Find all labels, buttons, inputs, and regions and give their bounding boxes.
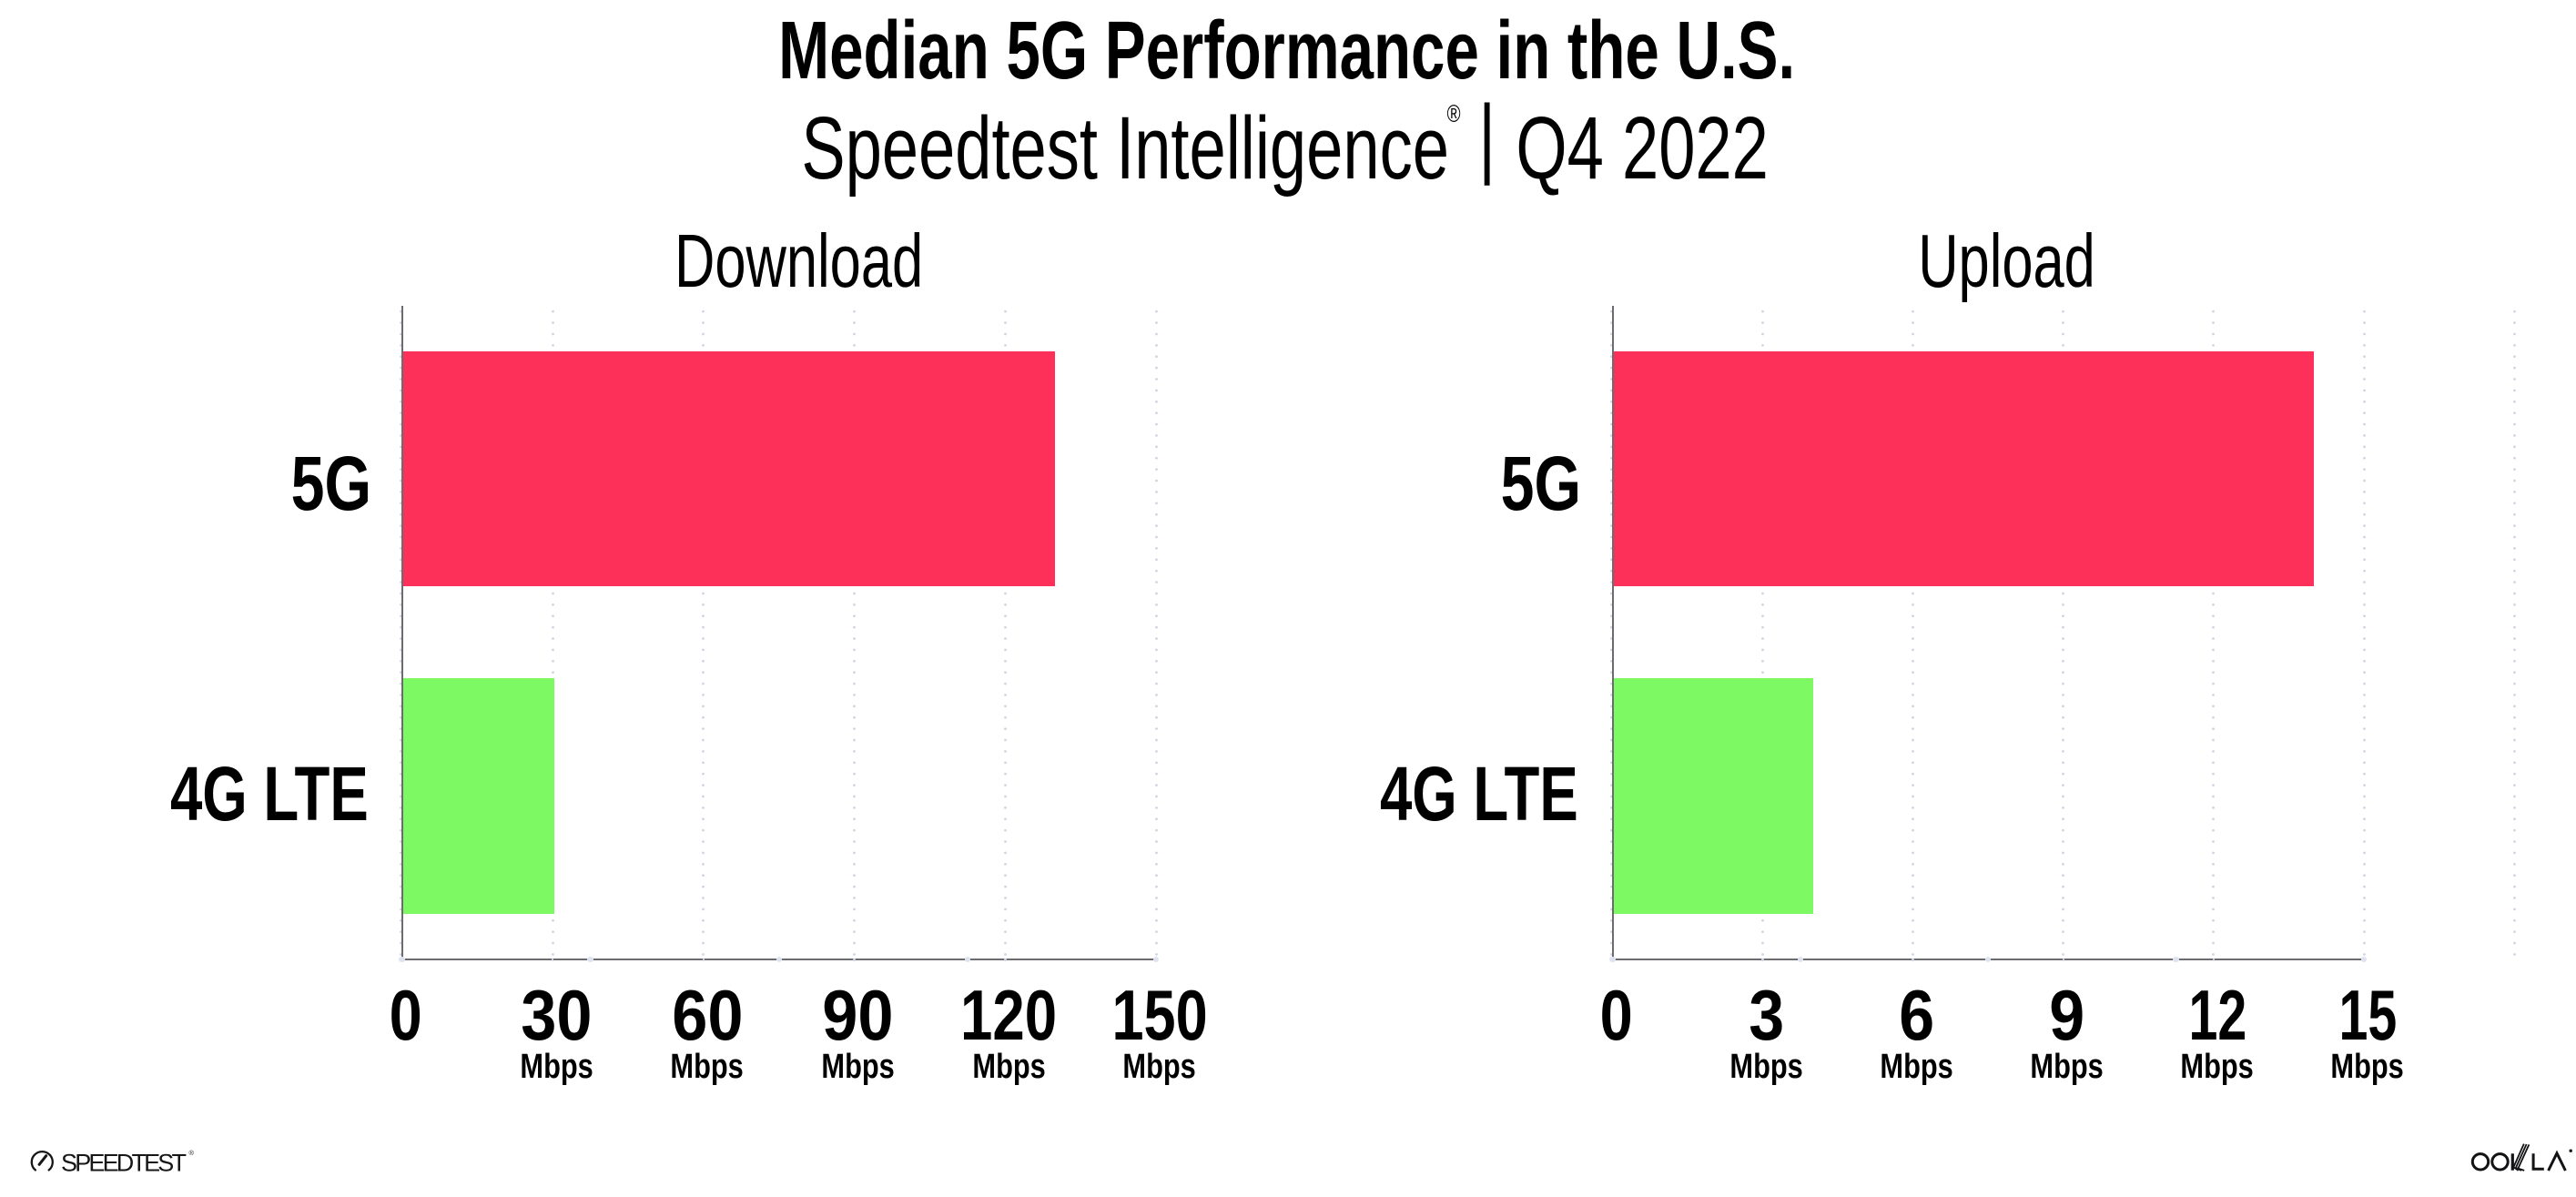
svg-text:®: ® bbox=[189, 1149, 195, 1157]
svg-text:SPEEDTEST: SPEEDTEST bbox=[61, 1150, 187, 1177]
